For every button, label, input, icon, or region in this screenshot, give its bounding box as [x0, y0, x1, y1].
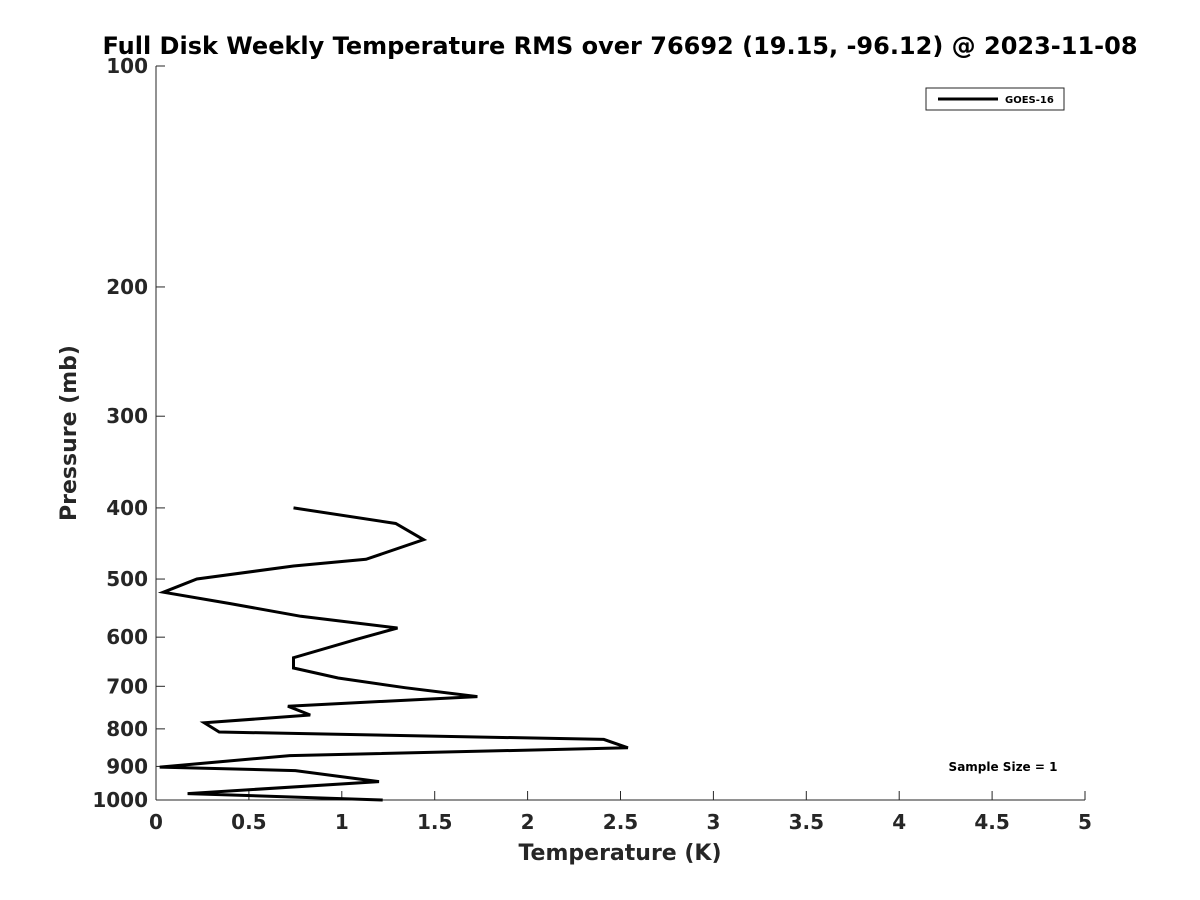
legend-label: GOES-16	[1005, 95, 1054, 106]
series-line-goes-16	[157, 506, 629, 802]
legend: GOES-16	[925, 87, 1065, 111]
y-tick-label: 800	[106, 717, 148, 741]
x-tick-label: 2	[521, 810, 535, 834]
x-tick-label: 3.5	[789, 810, 824, 834]
x-tick-label: 3	[706, 810, 720, 834]
y-tick-label: 200	[106, 275, 148, 299]
y-tick-label: 300	[106, 404, 148, 428]
x-tick-label: 1	[335, 810, 349, 834]
y-tick-label: 500	[106, 567, 148, 591]
x-tick-label: 1.5	[417, 810, 452, 834]
x-tick-label: 4.5	[974, 810, 1009, 834]
y-tick-label: 100	[106, 54, 148, 78]
y-tick-label: 1000	[92, 788, 148, 812]
x-tick-label: 0.5	[231, 810, 266, 834]
sample-size-annotation: Sample Size = 1	[949, 760, 1058, 774]
x-tick-label: 5	[1078, 810, 1092, 834]
x-tick-label: 2.5	[603, 810, 638, 834]
y-axis-ticks: 100 200 300 400 500 600 700 800 900 1000	[92, 54, 165, 812]
chart-title: Full Disk Weekly Temperature RMS over 76…	[102, 32, 1137, 60]
y-tick-label: 900	[106, 754, 148, 778]
y-tick-label: 400	[106, 496, 148, 520]
x-axis-ticks: 0 0.5 1 1.5 2 2.5 3 3.5 4 4.5 5	[149, 791, 1092, 834]
y-axis-label: Pressure (mb)	[57, 345, 82, 521]
y-tick-label: 600	[106, 625, 148, 649]
y-tick-label: 700	[106, 674, 148, 698]
x-axis-label: Temperature (K)	[518, 841, 721, 866]
x-tick-label: 4	[892, 810, 906, 834]
x-tick-label: 0	[149, 810, 163, 834]
